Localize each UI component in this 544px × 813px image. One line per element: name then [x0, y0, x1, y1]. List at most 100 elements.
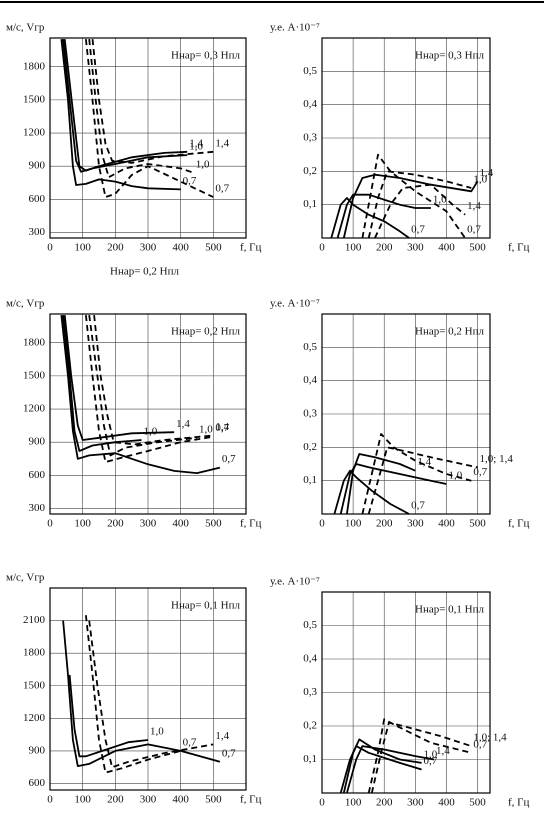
y-tick-label: 900 [29, 160, 46, 172]
curve [346, 453, 416, 515]
x-tick-label: 200 [376, 797, 393, 809]
x-tick-label: 100 [345, 242, 362, 254]
x-tick-label: 400 [438, 797, 455, 809]
x-tick-label: 300 [140, 794, 157, 806]
curve [374, 183, 466, 239]
curve-label: 0,7 [215, 422, 229, 434]
y-tick-label: 0,2 [303, 720, 317, 732]
plot-frame [49, 313, 247, 515]
curve [85, 39, 214, 198]
y-tick-label: 0,4 [303, 374, 317, 386]
y-tick-label: 1200 [23, 403, 46, 415]
x-tick-label: 0 [47, 518, 53, 530]
x-tick-label: 400 [172, 242, 189, 254]
x-axis-label: f, Гц [240, 242, 262, 254]
plot-frame [321, 37, 491, 239]
curve [339, 463, 447, 515]
curve-label: 1,0 [473, 174, 487, 186]
y-axis-label: м/с, Vгр [6, 298, 45, 310]
curve [342, 738, 422, 794]
curve-label: 1,4 [467, 200, 481, 212]
curve [85, 615, 181, 774]
x-tick-label: 100 [74, 794, 91, 806]
y-tick-label: 0,3 [303, 686, 317, 698]
curve-label: 1,0 [199, 423, 213, 435]
x-tick-label: 500 [205, 242, 222, 254]
y-tick-label: 600 [29, 469, 46, 481]
note: Hнар= 0,2 Hпл [110, 266, 179, 278]
curve [68, 674, 149, 758]
curve [333, 469, 410, 515]
y-tick-label: 1500 [23, 679, 46, 691]
curve [63, 38, 188, 172]
curve-label: 1,4 [215, 730, 229, 742]
curve-label: 1,0 [143, 425, 157, 437]
x-tick-label: 500 [205, 794, 222, 806]
x-tick-label: 100 [345, 797, 362, 809]
y-tick-label: 1200 [23, 127, 46, 139]
y-axis-label: м/с, Vгр [6, 22, 45, 34]
annotation: Hнар= 0,2 Hпл [415, 326, 484, 338]
curve-label: 0,7 [183, 736, 197, 748]
curve-label: 0,7 [215, 183, 229, 195]
curve-label: 1,0 [196, 158, 210, 170]
curve-label: 1,4 [215, 137, 229, 149]
curve-label: 0,7 [183, 175, 197, 187]
curve-label: 1,4 [176, 418, 190, 430]
annotation: Hнар= 0,1 Hпл [171, 600, 240, 612]
y-tick-label: 0,5 [303, 65, 317, 77]
x-tick-label: 400 [172, 794, 189, 806]
x-tick-label: 300 [407, 242, 424, 254]
y-tick-label: 1500 [23, 369, 46, 381]
curve-label: 1,0 [189, 141, 203, 153]
x-tick-label: 200 [107, 794, 124, 806]
curve [93, 315, 214, 446]
curve [63, 315, 175, 441]
curve-label: 0,7 [411, 224, 425, 236]
y-tick-label: 900 [29, 436, 46, 448]
y-axis-label: у.е. A·10⁻⁷ [270, 298, 320, 310]
x-tick-label: 0 [319, 797, 325, 809]
x-tick-label: 500 [469, 797, 486, 809]
x-axis-label: f, Гц [508, 242, 530, 254]
y-tick-label: 0,4 [303, 98, 317, 110]
y-tick-label: 1800 [23, 60, 46, 72]
x-tick-label: 400 [438, 242, 455, 254]
x-tick-label: 500 [205, 518, 222, 530]
x-tick-label: 200 [376, 242, 393, 254]
x-tick-label: 200 [107, 518, 124, 530]
curve-label: 1,4 [436, 745, 450, 757]
x-tick-label: 100 [345, 518, 362, 530]
curve [346, 745, 435, 794]
x-tick-label: 500 [469, 242, 486, 254]
curve-label: 0,7 [222, 453, 236, 465]
curve-label: 0,7 [473, 738, 487, 750]
curve-label: 0,7 [467, 224, 481, 236]
y-tick-label: 300 [29, 226, 46, 238]
curve [330, 197, 410, 239]
y-tick-label: 0,2 [303, 441, 317, 453]
curve [62, 315, 142, 452]
y-tick-label: 1200 [23, 712, 46, 724]
annotation: Hнар= 0,3 Hпл [171, 50, 240, 62]
y-tick-label: 1800 [23, 336, 46, 348]
x-tick-label: 200 [107, 242, 124, 254]
annotation: Hнар= 0,2 Hпл [171, 326, 240, 338]
curve [88, 39, 194, 179]
y-tick-label: 1800 [23, 647, 46, 659]
curve [88, 314, 198, 457]
curve-label: 1,4 [480, 167, 494, 179]
y-tick-label: 0,5 [303, 619, 317, 631]
x-tick-label: 300 [140, 518, 157, 530]
x-tick-label: 200 [376, 518, 393, 530]
curve [370, 721, 472, 794]
y-tick-label: 0,1 [303, 753, 317, 765]
x-tick-label: 400 [438, 518, 455, 530]
curve-label: 1,0 [448, 470, 462, 482]
y-axis-label: у.е. A·10⁻⁷ [270, 576, 320, 588]
curve [60, 39, 181, 191]
x-axis-label: f, Гц [508, 797, 530, 809]
curve-label: 1,4 [215, 421, 229, 433]
y-tick-label: 2100 [23, 614, 46, 626]
curve [336, 193, 431, 239]
